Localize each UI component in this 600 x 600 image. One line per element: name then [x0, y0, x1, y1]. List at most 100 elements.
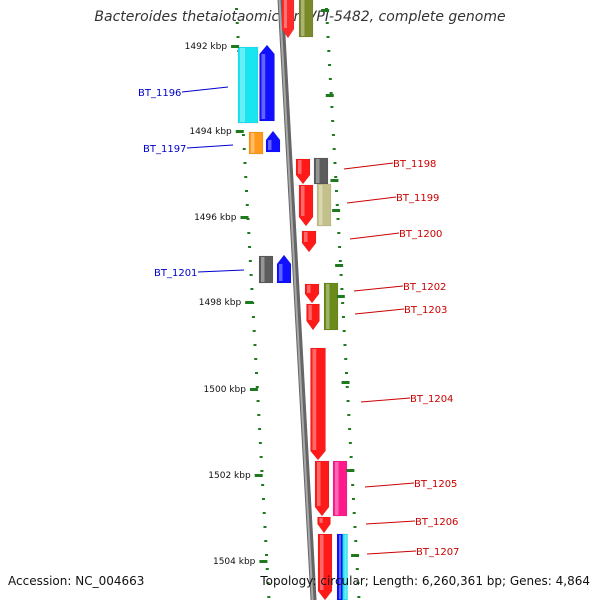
- left-track-dot: [258, 442, 262, 444]
- left-track-dot: [248, 260, 252, 262]
- left-track-dot: [235, 22, 239, 24]
- left-track-dot: [241, 134, 245, 136]
- gene-cds-bt-1202: [323, 282, 339, 331]
- right-track-dot: [356, 582, 360, 584]
- gene-arrow-bt-1204: [310, 347, 326, 461]
- right-track-dot: [329, 92, 333, 94]
- gene-label-bt-1201[interactable]: BT_1201: [154, 268, 197, 279]
- gene-arrow-bt-1201-shine: [279, 264, 283, 281]
- topology-label: Topology: circular; Length: 6,260,361 bp…: [260, 574, 590, 588]
- right-track-dot: [333, 162, 337, 164]
- right-tick: [336, 295, 345, 298]
- kbp-tick: [231, 45, 240, 48]
- left-track-dot: [262, 512, 266, 514]
- left-track-dot: [266, 582, 270, 584]
- left-track-dot: [255, 372, 259, 374]
- right-track-dot: [328, 78, 332, 80]
- right-track-dot: [330, 106, 334, 108]
- gene-arrow-bt-1202-shine: [307, 285, 311, 293]
- left-track-dot: [236, 36, 240, 38]
- gene-arrow-top-partial-shine: [284, 0, 287, 28]
- kbp-tick: [254, 474, 263, 477]
- right-track-dot: [340, 288, 344, 290]
- left-track-dot: [261, 484, 265, 486]
- gene-cds-bt-1201-shine: [261, 257, 265, 282]
- kbp-label: 1496 kbp: [194, 213, 237, 223]
- right-track-dot: [328, 64, 332, 66]
- right-track-dot: [347, 414, 351, 416]
- kbp-label: 1502 kbp: [208, 471, 251, 481]
- gene-arrow-bt-1197: [265, 130, 281, 153]
- gene-label-bt-1200[interactable]: BT_1200: [399, 229, 442, 240]
- gene-label-bt-1203[interactable]: BT_1203: [404, 305, 447, 316]
- leader-bt-1203: [354, 308, 405, 315]
- left-track-dot: [254, 358, 258, 360]
- leader-bt-1201: [197, 269, 245, 273]
- gene-cds-bt-1197: [248, 131, 264, 155]
- gene-label-bt-1197[interactable]: BT_1197: [143, 144, 186, 155]
- left-track-dot: [258, 428, 262, 430]
- right-track-dot: [327, 50, 331, 52]
- right-track-dot: [352, 512, 356, 514]
- leader-bt-1206: [365, 520, 416, 525]
- left-track-dot: [253, 344, 257, 346]
- gene-arrow-bt-1203-shine: [308, 305, 312, 320]
- left-track-dot: [248, 246, 252, 248]
- gene-cds-bt-1196: [237, 46, 259, 124]
- right-tick: [351, 554, 360, 557]
- gene-label-bt-1204[interactable]: BT_1204: [410, 394, 453, 405]
- right-track-dot: [355, 568, 359, 570]
- kbp-label: 1504 kbp: [213, 557, 256, 567]
- right-track-dot: [341, 316, 345, 318]
- gene-label-bt-1198[interactable]: BT_1198: [393, 159, 436, 170]
- genome-axis: [277, 0, 317, 600]
- gene-cds-top-partial-shine: [301, 0, 305, 36]
- leader-bt-1204: [360, 397, 411, 403]
- right-track-dot: [348, 442, 352, 444]
- right-track-dot: [339, 274, 343, 276]
- kbp-tick: [249, 388, 258, 391]
- leader-bt-1207: [366, 550, 417, 555]
- right-track-dot: [349, 456, 353, 458]
- gene-label-bt-1196[interactable]: BT_1196: [138, 88, 181, 99]
- left-track-dot: [251, 316, 255, 318]
- gene-arrow-bt-1197-shine: [268, 140, 272, 150]
- right-track-dot: [351, 498, 355, 500]
- gene-label-bt-1205[interactable]: BT_1205: [414, 479, 457, 490]
- gene-arrow-bt-1206: [317, 516, 331, 534]
- kbp-label: 1500 kbp: [204, 385, 247, 395]
- gene-label-bt-1202[interactable]: BT_1202: [403, 282, 446, 293]
- right-track-dot: [344, 358, 348, 360]
- gene-label-bt-1207[interactable]: BT_1207: [416, 547, 459, 558]
- kbp-tick: [259, 560, 268, 563]
- gene-label-bt-1206[interactable]: BT_1206: [415, 517, 458, 528]
- left-track-dot: [260, 470, 264, 472]
- gene-arrow-bt-1196-shine: [261, 54, 266, 119]
- accession-label: Accession: NC_004663: [8, 574, 145, 588]
- gene-cds-bt-1205: [332, 460, 348, 517]
- left-track-dot: [255, 386, 259, 388]
- left-track-dot: [250, 288, 254, 290]
- left-track-dot: [247, 232, 251, 234]
- kbp-tick: [240, 216, 249, 219]
- kbp-ticks: 1492 kbp 1494 kbp 1496 kbp 1498 kbp 1500 kbp…: [185, 9, 360, 567]
- gene-cds-bt-1207-b-shine: [344, 535, 347, 599]
- gene-arrow-top-partial: [281, 0, 295, 39]
- gene-label-bt-1199[interactable]: BT_1199: [396, 193, 439, 204]
- axis-highlight: [278, 0, 314, 600]
- right-track-dot: [353, 526, 357, 528]
- right-track-dot: [331, 120, 335, 122]
- gene-arrow-bt-1205-shine: [317, 462, 321, 506]
- left-track-dot: [252, 330, 256, 332]
- gene-arrow-bt-1203: [306, 303, 320, 331]
- gene-cds-bt-1202-shine: [326, 284, 330, 329]
- gene-cds-bt-1199-shine: [319, 185, 323, 225]
- right-track-dot: [345, 386, 349, 388]
- kbp-label: 1494 kbp: [189, 127, 232, 137]
- gene-arrow-bt-1198: [295, 158, 311, 185]
- kbp-label: 1498 kbp: [199, 298, 242, 308]
- right-track-dot: [325, 22, 329, 24]
- gene-arrow-bt-1201: [276, 254, 292, 284]
- right-track-dot: [338, 246, 342, 248]
